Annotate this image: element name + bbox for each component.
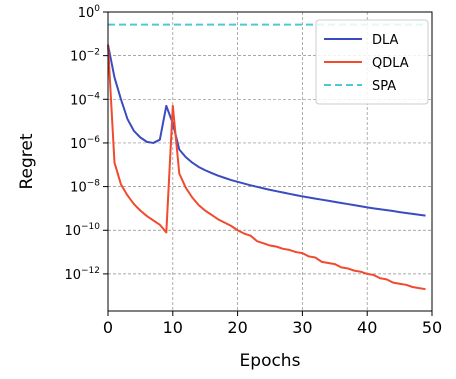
y-tick-label: 10−10	[64, 222, 100, 239]
y-tick-label: 10−2	[70, 48, 100, 65]
legend-box	[315, 19, 429, 105]
y-tick-label: 10−6	[70, 135, 100, 152]
axis-ticks: 0 10 20 30 40 50 100 10−2 10−4 10−6 10−8 10−10 10−12	[64, 4, 442, 337]
x-tick-label: 50	[422, 318, 442, 337]
x-tick-label: 40	[357, 318, 377, 337]
y-tick-label: 100	[78, 4, 101, 21]
y-axis-label: Regret	[17, 133, 37, 189]
legend-label-spa: SPA	[372, 79, 396, 94]
y-tick-label: 10−4	[70, 91, 100, 108]
plot-frame	[107, 11, 433, 312]
y-tick-label: 10−12	[64, 266, 100, 283]
series-line-dla	[107, 44, 426, 217]
series-line-qdla	[107, 44, 426, 291]
x-tick-label: 10	[163, 318, 183, 337]
x-tick-label: 0	[103, 318, 113, 337]
x-tick-label: 20	[227, 318, 247, 337]
x-axis-label: Epochs	[240, 351, 301, 371]
legend: DLA QDLA SPA	[315, 19, 429, 105]
legend-label-qdla: QDLA	[372, 56, 409, 71]
y-tick-label: 10−8	[70, 179, 100, 196]
x-tick-label: 30	[292, 318, 312, 337]
legend-label-dla: DLA	[372, 33, 399, 48]
